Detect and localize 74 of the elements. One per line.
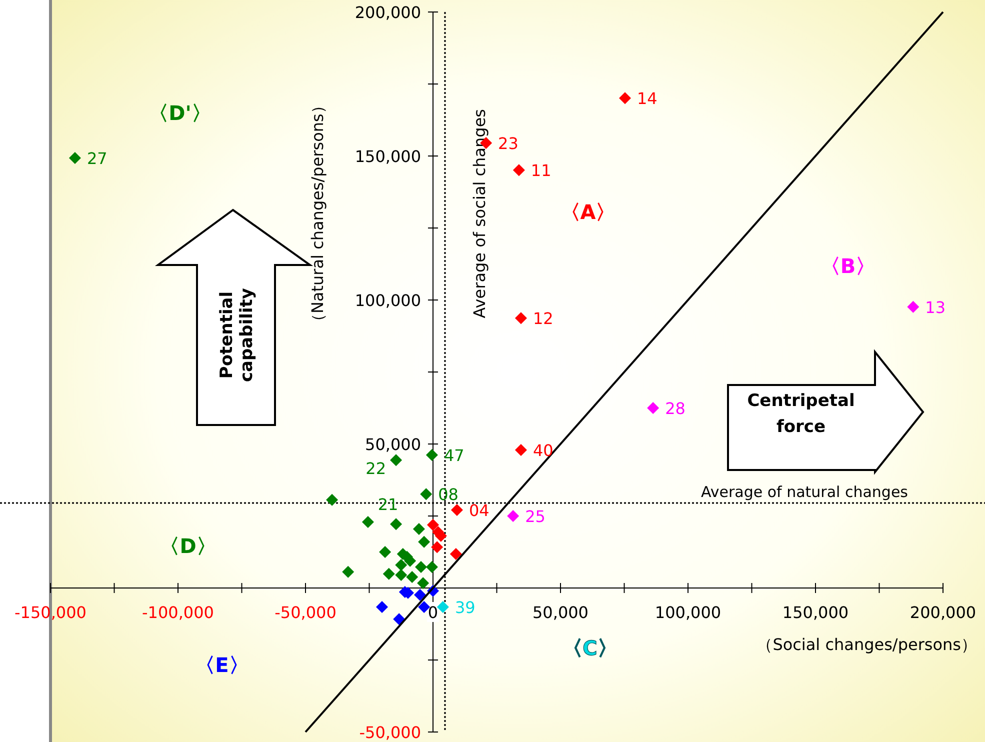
point (68, 152, 81, 164)
annotation: Potential capability (217, 288, 257, 382)
annotation: 〈D〉 (160, 534, 216, 558)
point (418, 601, 430, 614)
point (395, 569, 408, 582)
point (619, 92, 632, 104)
annotation: 27 (86, 149, 108, 168)
point (395, 558, 408, 571)
point (417, 577, 430, 590)
annotation: 11 (530, 161, 552, 180)
ref-line-label: Average of social changes (470, 108, 489, 318)
point (907, 300, 920, 313)
point (382, 568, 395, 580)
annotation: 23 (498, 134, 518, 154)
annotation: 14 (637, 89, 658, 108)
y-tick-label: 150,000 (354, 147, 421, 166)
point (415, 560, 428, 573)
annotation: 40 (532, 441, 554, 460)
point (393, 613, 406, 626)
annotation: 〈B〉 (820, 254, 876, 278)
x-tick-label: 50,000 (532, 603, 588, 622)
annotation: 〈A〉 (560, 200, 616, 224)
annotation: 25 (525, 507, 546, 526)
annotation: Centripetal force (747, 391, 855, 437)
annotation: 47 (444, 446, 464, 465)
point (514, 312, 527, 324)
annotation: 39 (454, 598, 476, 618)
y-tick-label: 100,000 (354, 291, 421, 310)
annotation: 13 (925, 298, 946, 317)
x-tick-label: -50,000 (274, 603, 336, 622)
annotation: 〈D'〉 (148, 101, 212, 125)
x-tick-label: 150,000 (782, 603, 849, 622)
ref-line-label: Average of natural changes (701, 483, 908, 502)
point (450, 548, 462, 560)
point (426, 448, 438, 461)
y-tick-label: -50,000 (359, 723, 421, 742)
x-axis-title: （Social changes/persons） (756, 635, 977, 654)
x-tick-label: 0 (428, 603, 438, 622)
point (326, 494, 338, 506)
annotation: 21 (378, 495, 398, 514)
annotation: 〈E〉 (195, 653, 249, 677)
point (426, 560, 438, 573)
point (406, 571, 418, 584)
point (647, 402, 660, 414)
point (512, 164, 525, 176)
point (507, 510, 520, 522)
x-tick-label: -100,000 (142, 603, 214, 622)
point (412, 522, 425, 535)
x-tick-label: -150,000 (14, 603, 86, 622)
point (342, 566, 354, 578)
x-tick-label: 100,000 (654, 603, 722, 622)
annotation: 12 (532, 309, 554, 328)
point (427, 518, 439, 531)
point (362, 516, 374, 528)
point (436, 601, 449, 614)
y-tick-label: 200,000 (354, 3, 421, 22)
point (431, 541, 444, 554)
point (376, 601, 388, 614)
annotation: 04 (468, 500, 490, 520)
annotation: 〈C〉 (562, 636, 618, 660)
annotation: 28 (665, 399, 686, 418)
point (418, 536, 430, 548)
point (450, 504, 463, 516)
y-axis-title: （Natural changes/persons） (308, 98, 327, 330)
point (420, 488, 432, 500)
y-tick-label: 50,000 (365, 435, 421, 454)
point (390, 454, 402, 466)
point (514, 444, 527, 456)
annotation: 22 (366, 459, 386, 478)
annotation: 08 (438, 485, 458, 504)
point (379, 546, 392, 558)
point (390, 518, 402, 530)
point (414, 588, 426, 601)
x-tick-label: 200,000 (910, 603, 976, 622)
